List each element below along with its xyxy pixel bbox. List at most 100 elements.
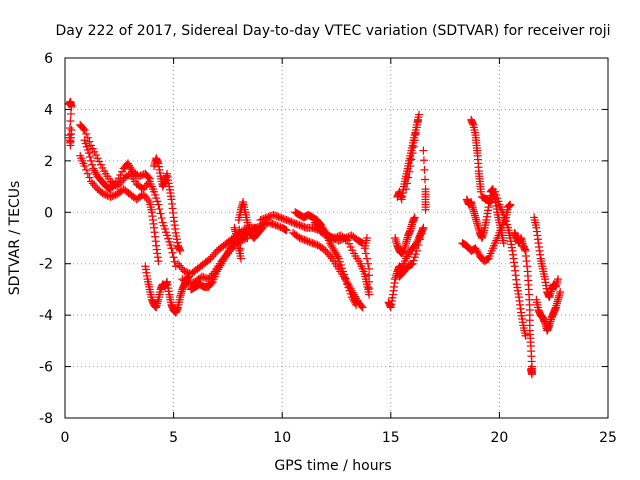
series-arc-y — [532, 288, 565, 335]
y-tick-label: -6 — [39, 360, 53, 376]
data-point — [402, 185, 411, 194]
data-point — [251, 224, 260, 233]
data-point — [419, 156, 428, 165]
data-point — [395, 272, 404, 281]
x-tick-label: 10 — [273, 430, 291, 446]
data-point — [282, 226, 291, 235]
y-tick-label: 2 — [44, 154, 53, 170]
data-point — [403, 179, 412, 188]
data-point — [361, 249, 370, 258]
series-arc-u — [458, 200, 515, 266]
data-point — [406, 162, 415, 170]
data-point — [168, 248, 177, 257]
data-point — [235, 225, 244, 234]
data-point — [415, 110, 424, 119]
data-point — [258, 223, 267, 232]
data-point — [281, 225, 290, 234]
data-point — [66, 109, 75, 118]
data-point — [405, 167, 414, 176]
data-point — [412, 123, 421, 132]
data-point — [167, 244, 176, 253]
series-arc-r — [419, 146, 430, 214]
data-point — [67, 102, 76, 111]
data-point — [476, 187, 485, 196]
series-arc-w — [510, 228, 536, 379]
data-point — [419, 223, 428, 232]
data-point — [420, 165, 429, 174]
data-point — [154, 200, 163, 209]
data-point — [554, 275, 563, 284]
x-tick-label: 15 — [382, 430, 400, 446]
data-point — [408, 149, 417, 158]
data-point — [65, 124, 74, 133]
y-tick-label: 0 — [44, 205, 53, 221]
data-point — [556, 288, 565, 296]
y-tick-labels: -8 -6 -4 -2 0 2 4 6 — [39, 51, 53, 427]
data-point — [333, 252, 342, 261]
series-arc-n — [310, 218, 374, 299]
data-point — [521, 331, 530, 340]
y-tick-label: -4 — [39, 308, 53, 324]
data-point — [236, 244, 245, 253]
data-point — [80, 126, 89, 134]
data-point — [82, 129, 91, 138]
data-point — [414, 241, 423, 250]
data-point — [407, 155, 416, 164]
data-point — [416, 235, 425, 244]
data-point — [362, 234, 371, 242]
x-tick-label: 20 — [490, 430, 508, 446]
series-arc-f — [150, 154, 185, 255]
series-arc-j — [230, 198, 267, 263]
series-arc-a — [65, 97, 76, 150]
data-point — [357, 302, 366, 311]
data-point — [87, 156, 96, 165]
y-tick-label: 6 — [44, 51, 53, 67]
x-tick-label: 0 — [61, 430, 70, 446]
data-point — [410, 213, 419, 222]
data-point — [85, 153, 94, 161]
y-tick-label: 4 — [44, 102, 53, 118]
x-tick-label: 5 — [169, 430, 178, 446]
data-point — [352, 300, 361, 309]
plot-frame — [64, 57, 609, 419]
data-point — [236, 254, 245, 263]
data-point — [421, 205, 430, 214]
data-point — [362, 254, 371, 263]
series-arc-v — [478, 187, 530, 340]
data-point — [396, 271, 405, 280]
data-point — [88, 160, 97, 169]
series-arc-p — [391, 213, 419, 258]
series-arc-q — [393, 110, 424, 204]
data-point — [66, 117, 75, 125]
data-point — [144, 173, 153, 182]
data-points — [65, 97, 565, 379]
series-arc-e — [141, 262, 193, 317]
grid-lines — [65, 58, 608, 418]
data-point — [419, 146, 428, 155]
data-point — [411, 129, 420, 138]
data-point — [154, 257, 163, 266]
y-axis-label: SDTVAR / TECUs — [7, 181, 23, 296]
data-point — [358, 303, 367, 312]
data-point — [526, 365, 535, 374]
data-point — [176, 246, 185, 255]
data-point — [365, 264, 374, 273]
data-point — [421, 175, 430, 184]
y-tick-label: -8 — [39, 411, 53, 427]
data-point — [80, 162, 89, 170]
data-point — [82, 165, 91, 174]
data-point — [79, 124, 88, 133]
data-point — [84, 149, 93, 158]
data-point — [157, 214, 166, 223]
data-point — [409, 142, 418, 151]
data-point — [67, 126, 76, 134]
data-point — [341, 235, 350, 244]
data-point — [156, 209, 165, 218]
data-point — [145, 174, 154, 183]
data-point — [417, 229, 426, 238]
data-point — [410, 136, 419, 145]
series-arc-x — [530, 213, 563, 302]
y-tick-label: -2 — [39, 257, 53, 273]
data-point — [499, 239, 508, 248]
